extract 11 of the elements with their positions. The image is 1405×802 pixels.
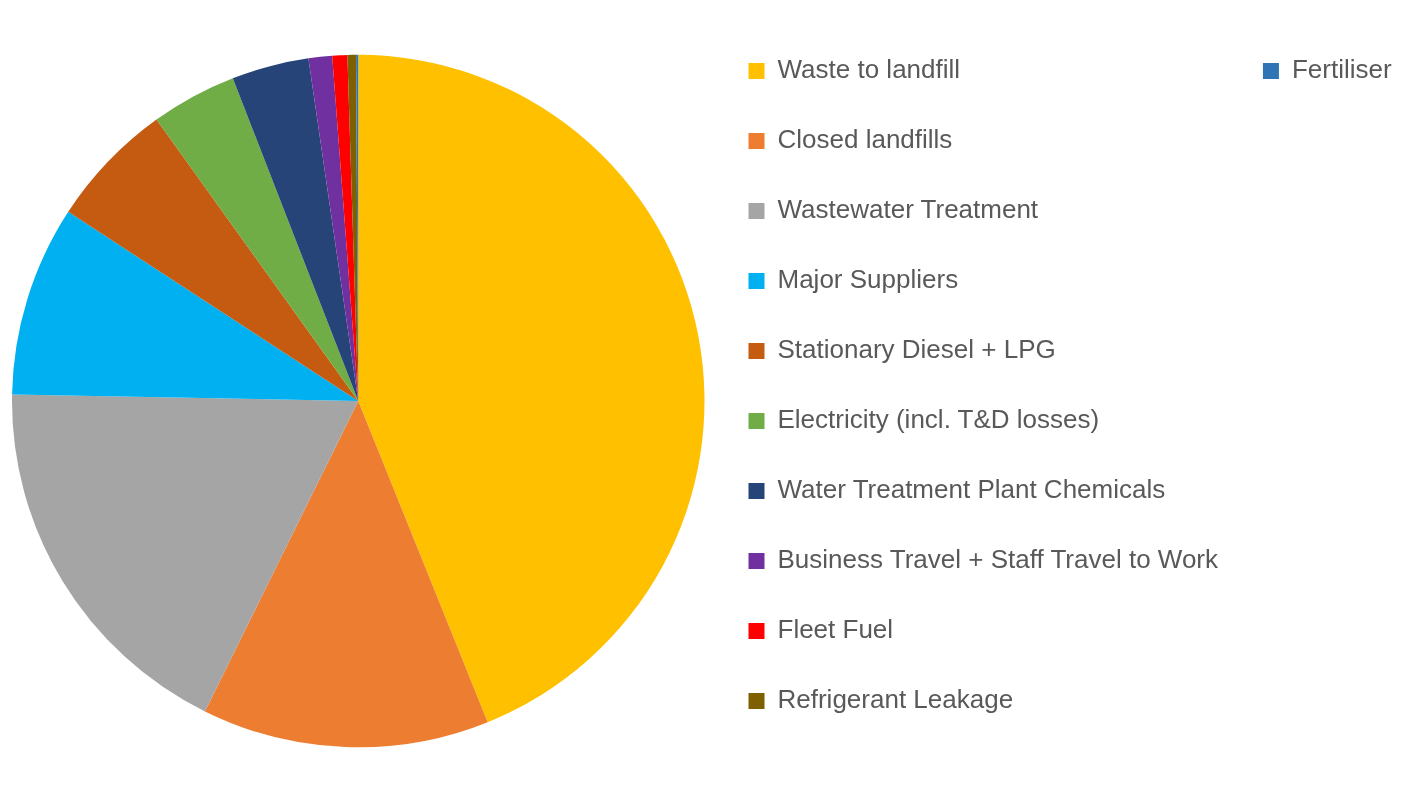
legend-label: Wastewater Treatment <box>777 194 1039 225</box>
legend-label: Closed landfills <box>777 124 953 155</box>
legend-label: Fleet Fuel <box>777 614 894 645</box>
legend-label: Water Treatment Plant Chemicals <box>777 474 1166 505</box>
legend-label: Waste to landfill <box>777 54 961 85</box>
legend-label: Major Suppliers <box>777 264 959 295</box>
legend-label: Refrigerant Leakage <box>777 684 1014 715</box>
legend-label: Electricity (incl. T&D losses) <box>777 404 1100 435</box>
legend-label: Business Travel + Staff Travel to Work <box>777 544 1219 575</box>
legend-label: Stationary Diesel + LPG <box>777 334 1056 365</box>
legend-label: Fertiliser <box>1291 54 1392 85</box>
